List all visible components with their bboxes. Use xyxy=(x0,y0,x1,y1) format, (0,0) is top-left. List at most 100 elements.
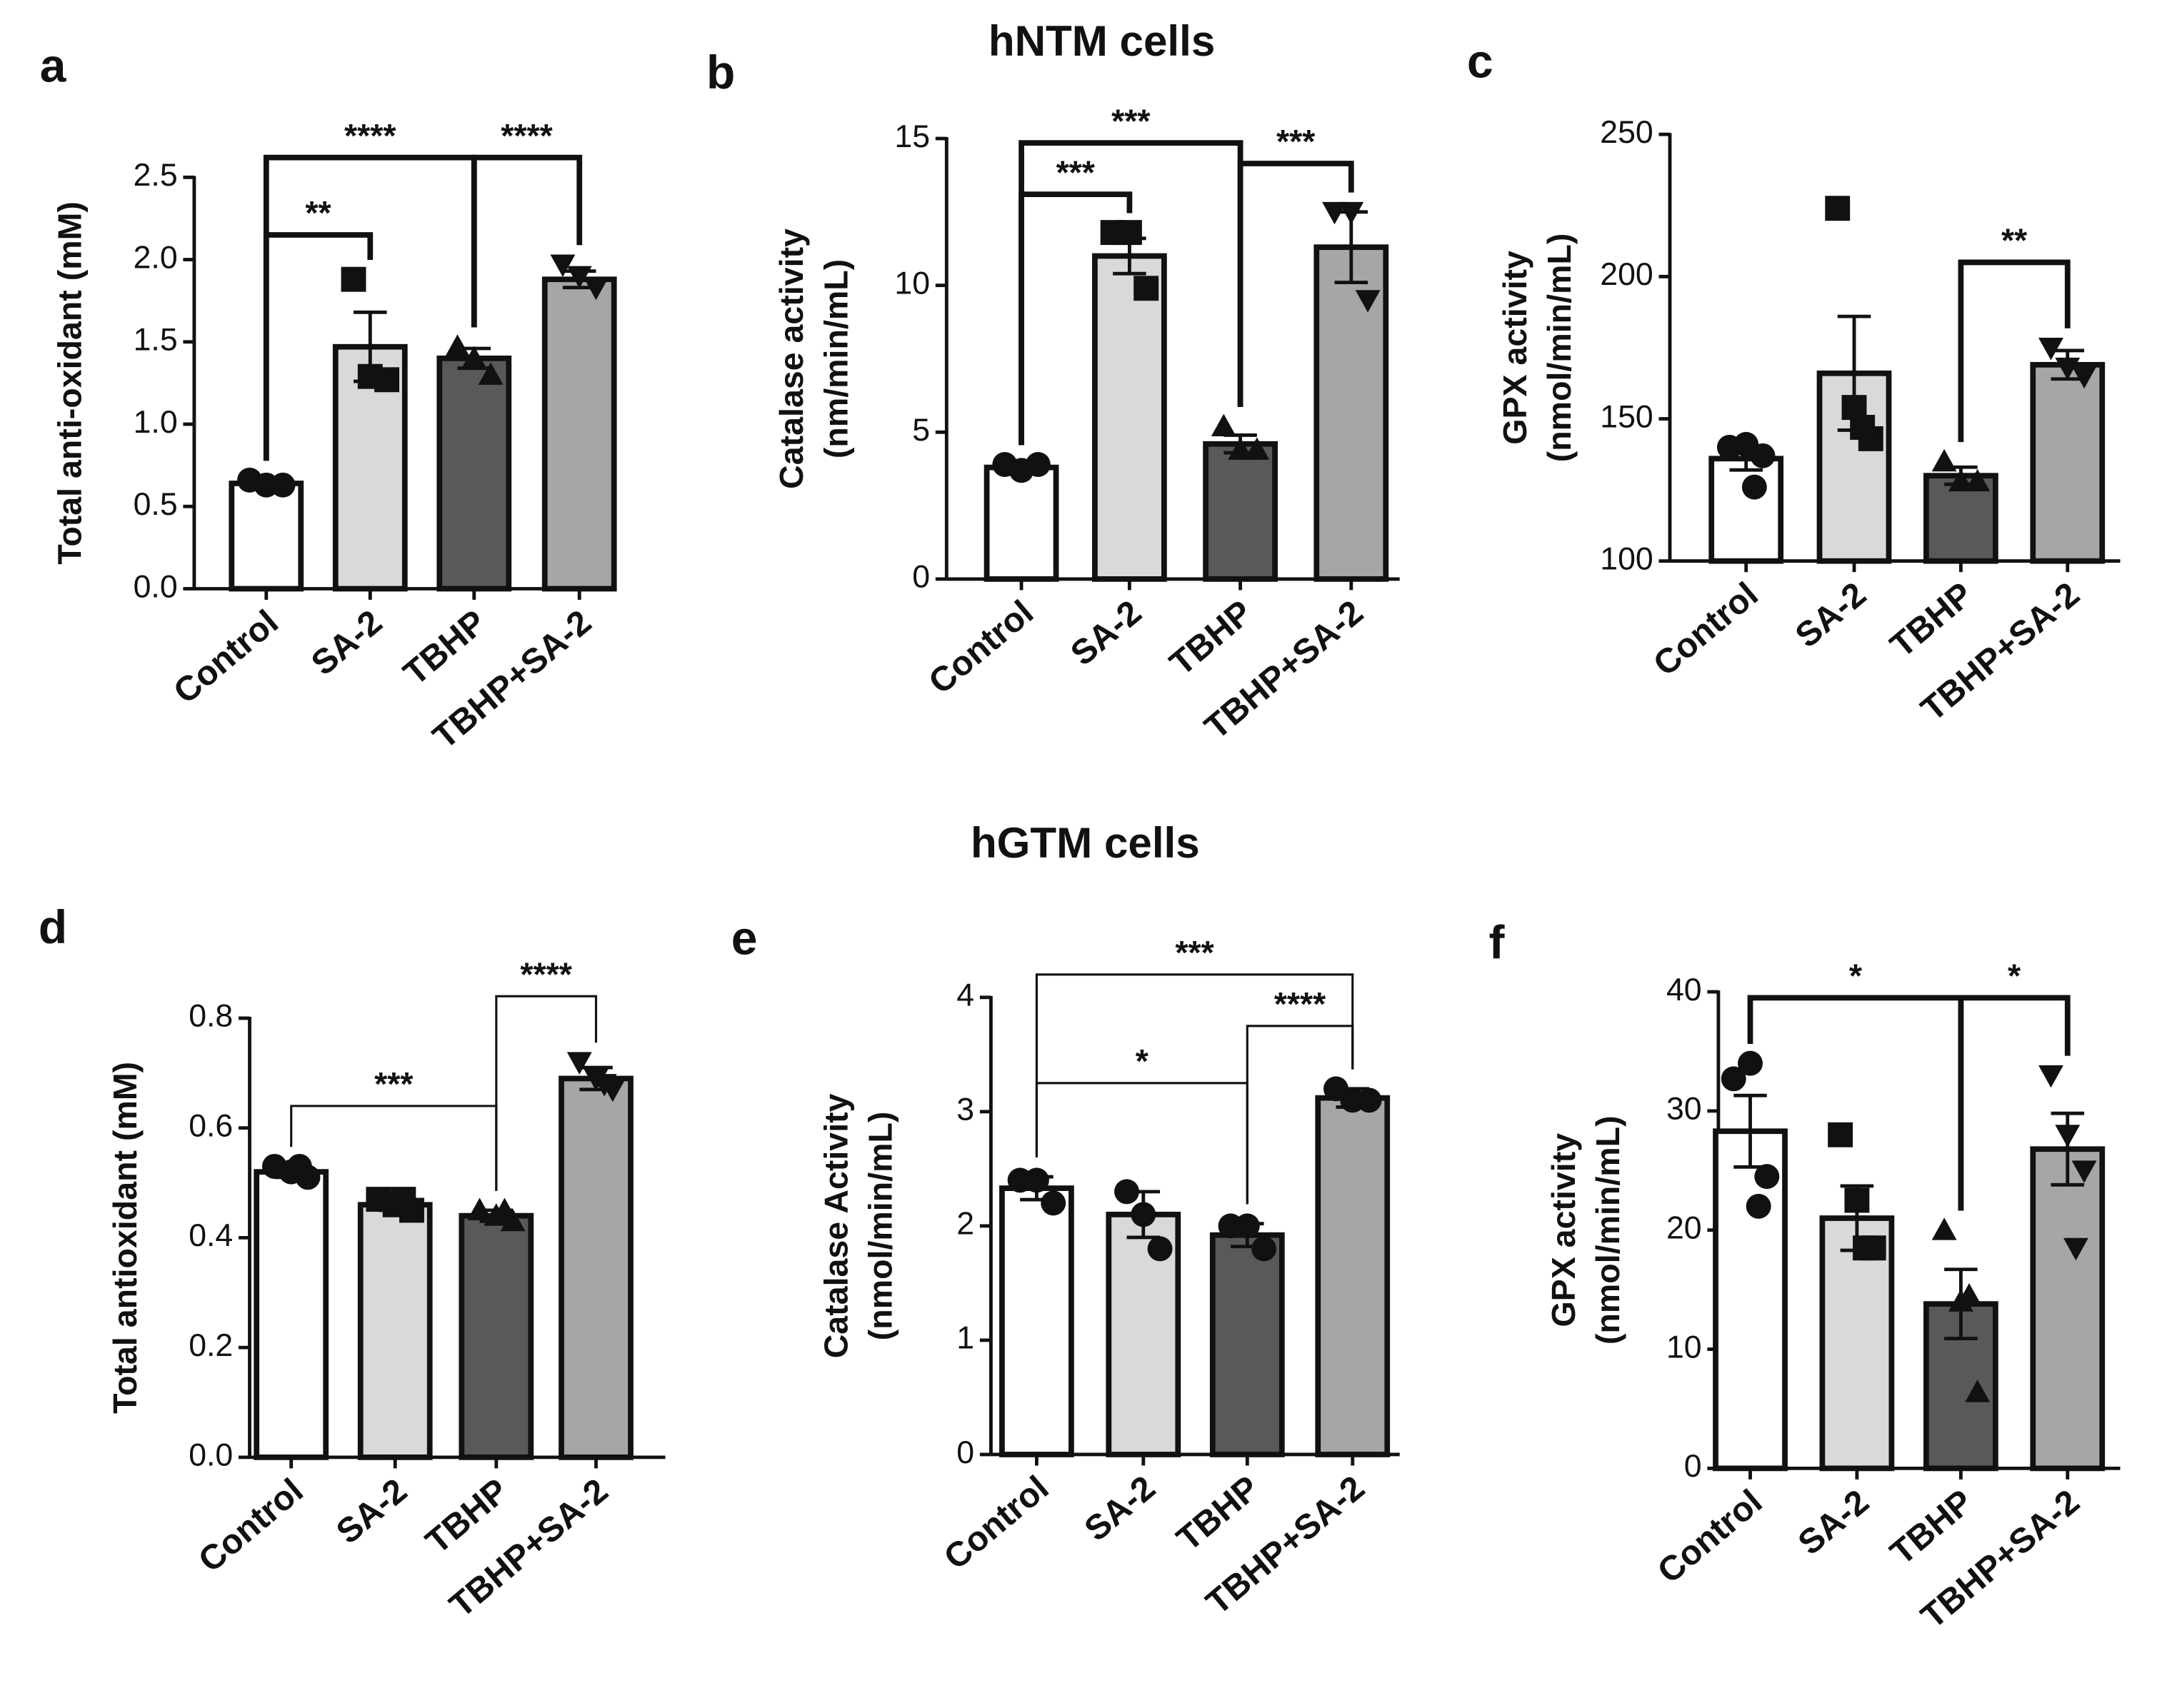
y-tick-label: 4 xyxy=(956,978,974,1013)
data-point xyxy=(1931,1217,1957,1240)
x-tick-label: SA-2 xyxy=(1064,593,1148,673)
data-point xyxy=(566,266,592,289)
y-tick-label: 10 xyxy=(1666,1330,1702,1365)
x-tick-label: SA-2 xyxy=(1788,575,1873,655)
data-point xyxy=(2071,1160,2097,1183)
panel-label: e xyxy=(731,912,758,965)
x-tick-label: Control xyxy=(1651,1482,1770,1591)
y-axis-label: Total antioxidant (mM) xyxy=(106,1062,144,1414)
data-point xyxy=(2038,1065,2063,1088)
data-point xyxy=(1850,415,1876,440)
y-axis-label: (nmol/min/mL) xyxy=(1541,233,1578,463)
y-tick-label: 1 xyxy=(956,1321,974,1356)
bar xyxy=(1315,1095,1391,1457)
y-axis-label: GPX activity xyxy=(1496,251,1533,445)
significance-label: *** xyxy=(1175,934,1214,971)
panel-label: c xyxy=(1467,35,1493,88)
panel-label: d xyxy=(39,900,67,953)
bar xyxy=(1708,456,1784,564)
bar xyxy=(229,481,304,592)
data-point xyxy=(1251,1236,1277,1262)
data-point xyxy=(1741,474,1767,500)
significance-bracket xyxy=(495,995,598,1191)
data-point xyxy=(1322,201,1347,225)
y-tick-label: 10 xyxy=(894,266,930,301)
significance-label: *** xyxy=(1056,154,1096,191)
y-tick-label: 0 xyxy=(912,560,930,595)
x-tick-label: Control xyxy=(166,603,286,711)
y-axis-label: (nmol/min/mL) xyxy=(861,1112,899,1341)
y-tick-label: 20 xyxy=(1666,1210,1702,1245)
data-point xyxy=(374,367,400,393)
y-tick-label: 200 xyxy=(1600,257,1653,292)
bar xyxy=(459,1212,534,1460)
y-tick-label: 40 xyxy=(1666,973,1702,1008)
y-tick-label: 0.8 xyxy=(189,999,233,1034)
y-axis-label: Catalase activity xyxy=(773,228,810,489)
data-point xyxy=(1746,1193,1771,1219)
bar xyxy=(436,355,512,592)
x-tick-label: TBHP xyxy=(1883,575,1981,665)
data-point xyxy=(591,1074,617,1097)
y-tick-label: 0.6 xyxy=(189,1108,233,1143)
significance-label: *** xyxy=(374,1065,414,1102)
x-tick-label: SA-2 xyxy=(1077,1469,1162,1549)
y-axis-label: Total anti-oxidant (mM) xyxy=(51,201,88,565)
bar xyxy=(559,1075,634,1460)
data-point xyxy=(391,1187,416,1212)
data-point xyxy=(1338,201,1364,225)
x-tick-label: TBHP xyxy=(1169,1469,1266,1559)
data-point xyxy=(341,266,366,292)
data-point xyxy=(1754,1164,1780,1190)
y-tick-label: 0.4 xyxy=(189,1218,233,1253)
bar xyxy=(2030,361,2106,564)
data-point xyxy=(1133,276,1159,301)
panel-label: a xyxy=(40,39,67,91)
y-tick-label: 15 xyxy=(894,119,930,154)
data-point xyxy=(1114,1179,1139,1205)
data-point xyxy=(461,346,487,368)
bar xyxy=(541,276,617,592)
data-point xyxy=(1234,1213,1260,1239)
y-tick-label: 100 xyxy=(1600,541,1653,576)
bar xyxy=(357,1202,433,1460)
significance-bracket xyxy=(471,154,583,328)
data-point xyxy=(584,277,609,301)
data-point xyxy=(1956,1283,1982,1306)
y-tick-label: 1.0 xyxy=(134,405,178,440)
data-point xyxy=(1147,1236,1173,1262)
data-point xyxy=(1228,437,1253,460)
significance-label: * xyxy=(1849,958,1863,995)
y-tick-label: 0.5 xyxy=(134,487,178,522)
section-title: hGTM cells xyxy=(971,819,1200,867)
data-point xyxy=(1828,1122,1853,1147)
x-tick-label: SA-2 xyxy=(329,1471,414,1551)
significance-bracket xyxy=(1035,973,1354,1157)
data-point xyxy=(492,1197,517,1220)
bar xyxy=(2030,1146,2106,1472)
data-point xyxy=(1721,1066,1746,1092)
significance-label: **** xyxy=(501,117,553,154)
y-tick-label: 2 xyxy=(956,1207,974,1242)
significance-label: *** xyxy=(1276,123,1316,160)
y-tick-label: 250 xyxy=(1600,115,1653,150)
section-title: hNTM cells xyxy=(989,17,1215,65)
data-point xyxy=(1853,1235,1878,1261)
bar xyxy=(999,1185,1074,1457)
y-tick-label: 2.0 xyxy=(134,240,178,275)
significance-bracket xyxy=(1958,995,2071,1211)
y-tick-label: 150 xyxy=(1600,399,1653,434)
data-point xyxy=(1750,443,1776,468)
significance-label: **** xyxy=(344,117,396,154)
x-tick-label: Control xyxy=(1646,575,1766,683)
data-point xyxy=(270,472,296,498)
x-tick-label: Control xyxy=(191,1471,311,1579)
x-tick-label: TBHP xyxy=(1163,593,1260,683)
data-point xyxy=(286,1153,312,1179)
x-tick-label: Control xyxy=(921,593,1041,701)
data-point xyxy=(2038,337,2063,361)
data-point xyxy=(1931,448,1957,472)
y-axis-label: GPX activity xyxy=(1545,1133,1582,1327)
data-point xyxy=(1355,290,1381,313)
